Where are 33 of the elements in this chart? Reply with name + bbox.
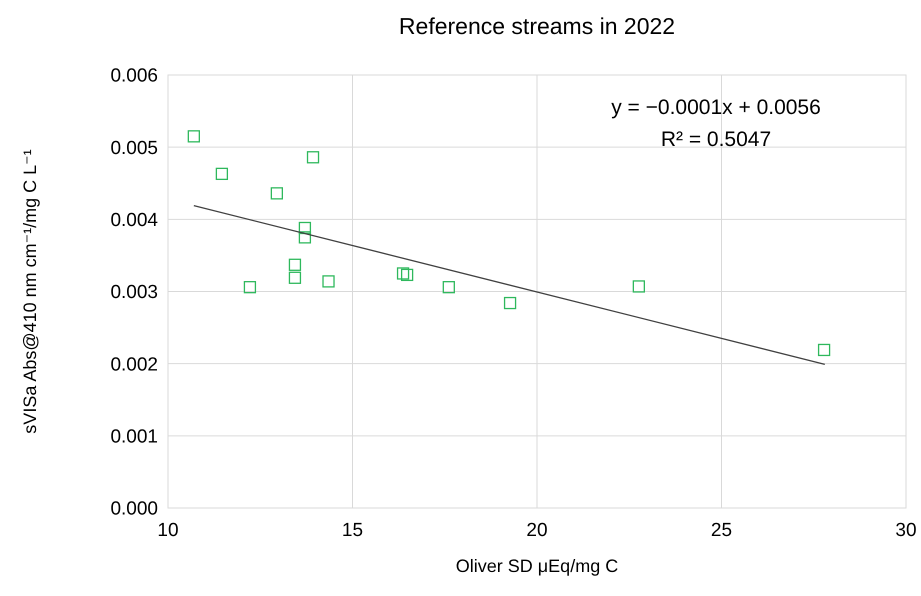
y-tick-label: 0.001 bbox=[110, 426, 158, 448]
y-tick-label: 0.003 bbox=[110, 282, 158, 304]
point bbox=[216, 168, 228, 180]
point bbox=[322, 275, 335, 288]
y-tick-label: 0.000 bbox=[110, 498, 158, 520]
chart-title: Reference streams in 2022 bbox=[398, 13, 676, 39]
x-tick-label: 20 bbox=[526, 520, 548, 541]
y-tick-label: 0.002 bbox=[110, 354, 158, 376]
point bbox=[298, 231, 312, 244]
y-tick-label: 0.006 bbox=[110, 66, 158, 87]
x-tick-label: 25 bbox=[710, 520, 732, 541]
x-tick-label: 30 bbox=[895, 520, 917, 541]
point bbox=[244, 281, 256, 294]
point bbox=[270, 187, 284, 200]
point bbox=[504, 296, 516, 310]
y-tick-label: 0.004 bbox=[110, 210, 158, 231]
annotation: R² = 0.5047 bbox=[660, 128, 772, 151]
x-axis-title: Oliver SD μEq/mg C bbox=[456, 556, 618, 576]
point bbox=[298, 222, 312, 234]
point bbox=[442, 281, 455, 294]
point bbox=[188, 130, 200, 142]
y-tick-label: 0.005 bbox=[110, 138, 158, 159]
point bbox=[632, 280, 645, 293]
x-tick-label: 15 bbox=[342, 520, 364, 541]
point bbox=[818, 344, 830, 356]
point bbox=[288, 272, 302, 284]
point bbox=[396, 267, 410, 280]
annotation: y = −0.0001x + 0.0056 bbox=[611, 96, 821, 119]
y-axis-title: sVISa Abs@410 nm cm⁻¹/mg C L⁻¹ bbox=[20, 149, 40, 434]
x-tick-label: 10 bbox=[157, 520, 179, 541]
point bbox=[400, 268, 414, 282]
point bbox=[306, 151, 320, 164]
point bbox=[288, 258, 302, 271]
